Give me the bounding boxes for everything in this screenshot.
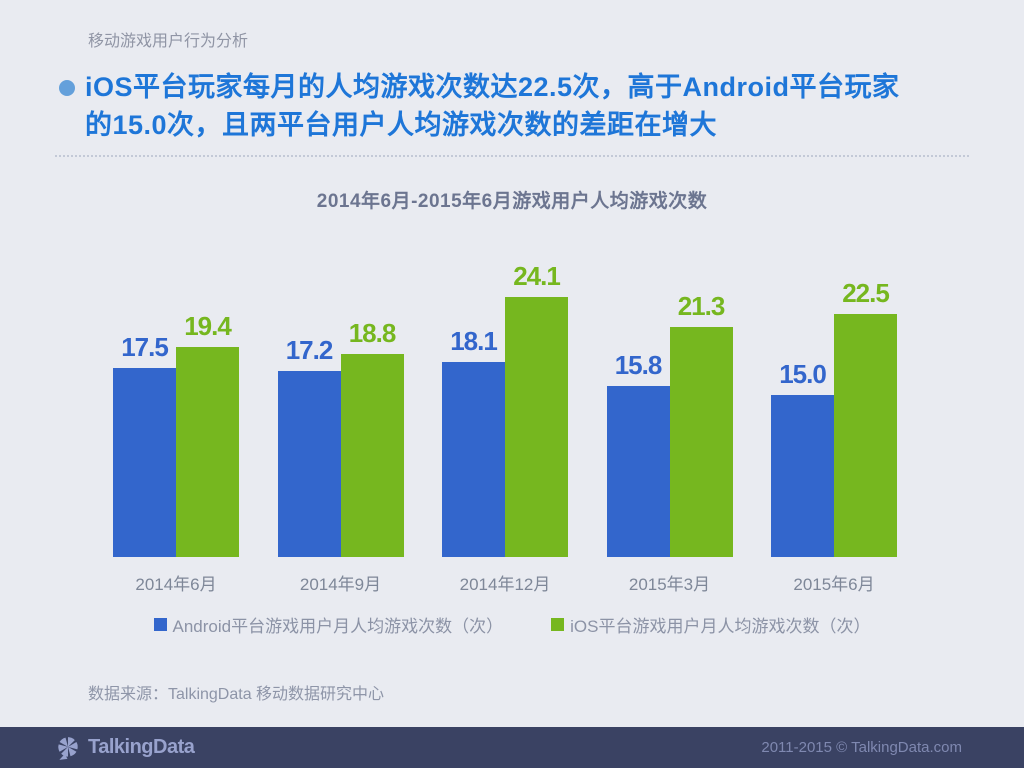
legend-swatch-icon bbox=[153, 618, 167, 631]
bar-slot: 22.5 bbox=[834, 240, 897, 557]
bar-value-label: 15.8 bbox=[614, 350, 663, 380]
footer-bar: TalkingData 2011-2015 © TalkingData.com bbox=[0, 727, 1024, 768]
dotted-divider bbox=[55, 155, 969, 157]
bar-android bbox=[113, 368, 176, 557]
bar-ios bbox=[505, 297, 568, 557]
logo-text: TalkingData bbox=[88, 736, 195, 758]
bar-value-label: 17.5 bbox=[121, 332, 169, 362]
bar-slot: 15.0 bbox=[771, 240, 834, 557]
x-axis-label: 2014年12月 bbox=[459, 575, 551, 594]
pinwheel-logo-icon bbox=[58, 736, 78, 760]
slide-headline: iOS平台玩家每月的人均游戏次数达22.5次，高于Android平台玩家 的15… bbox=[85, 68, 965, 144]
legend-item: Android平台游戏用户月人均游戏次数（次） bbox=[153, 612, 504, 637]
x-axis-label: 2014年6月 bbox=[135, 575, 217, 594]
legend-label: iOS平台游戏用户月人均游戏次数（次） bbox=[570, 617, 871, 636]
bar-value-label: 18.1 bbox=[450, 326, 498, 356]
bar-ios bbox=[834, 314, 897, 557]
bar-group: 15.0 22.5 bbox=[771, 240, 897, 557]
bar-value-label: 24.1 bbox=[513, 261, 561, 291]
x-axis-label: 2015年3月 bbox=[628, 575, 711, 594]
headline-line-1: iOS平台玩家每月的人均游戏次数达22.5次，高于Android平台玩家 bbox=[85, 72, 900, 102]
bar-slot: 24.1 bbox=[505, 240, 568, 557]
bar-slot: 19.4 bbox=[176, 240, 239, 557]
legend-label: Android平台游戏用户月人均游戏次数（次） bbox=[172, 617, 504, 636]
x-axis-label: 2015年6月 bbox=[793, 575, 875, 594]
bar-value-label: 19.4 bbox=[184, 311, 232, 341]
bar-value-label: 22.5 bbox=[842, 278, 890, 308]
bar-value-label: 18.8 bbox=[348, 318, 397, 348]
copyright-text: 2011-2015 © TalkingData.com bbox=[761, 739, 962, 756]
chart-title: 2014年6月-2015年6月游戏用户人均游戏次数 bbox=[316, 191, 708, 212]
bar-chart: 17.5 19.4 17.2 18.8 18.1 24.1 15.8 21.3 15.0 22.5 bbox=[0, 240, 1024, 557]
bar-slot: 21.3 bbox=[669, 240, 733, 557]
bar-group: 18.1 24.1 bbox=[442, 240, 568, 557]
legend-swatch-icon bbox=[551, 618, 565, 631]
bar-slot: 15.8 bbox=[606, 240, 670, 557]
bar-ios bbox=[669, 327, 733, 557]
data-source: 数据来源：TalkingData 移动数据研究中心 bbox=[88, 686, 385, 703]
bullet-icon bbox=[59, 80, 75, 96]
bar-group: 17.5 19.4 bbox=[113, 240, 239, 557]
bar-value-label: 15.0 bbox=[779, 359, 827, 389]
bar-android bbox=[606, 386, 670, 557]
x-axis: 2014年6月 2014年9月 2014年12月 2015年3月 2015年6月 bbox=[0, 570, 1024, 594]
legend-item: iOS平台游戏用户月人均游戏次数（次） bbox=[551, 612, 870, 637]
bar-value-label: 17.2 bbox=[285, 335, 334, 365]
bar-group: 17.2 18.8 bbox=[277, 240, 404, 557]
section-kicker: 移动游戏用户行为分析 bbox=[88, 33, 249, 50]
bar-value-label: 21.3 bbox=[677, 291, 726, 321]
talkingdata-logo: TalkingData bbox=[55, 735, 195, 761]
bar-ios bbox=[340, 354, 404, 557]
bar-slot: 17.2 bbox=[277, 240, 341, 557]
bar-android bbox=[442, 362, 505, 557]
chart-legend: Android平台游戏用户月人均游戏次数（次） iOS平台游戏用户月人均游戏次数（… bbox=[0, 612, 1024, 637]
bar-ios bbox=[176, 347, 239, 557]
headline-line-2: 的15.0次，且两平台用户人均游戏次数的差距在增大 bbox=[85, 110, 718, 140]
bar-android bbox=[277, 371, 341, 557]
bar-slot: 18.1 bbox=[442, 240, 505, 557]
bar-slot: 18.8 bbox=[340, 240, 404, 557]
bar-group: 15.8 21.3 bbox=[606, 240, 733, 557]
bar-slot: 17.5 bbox=[113, 240, 176, 557]
x-axis-label: 2014年9月 bbox=[299, 575, 382, 594]
bar-android bbox=[771, 395, 834, 557]
